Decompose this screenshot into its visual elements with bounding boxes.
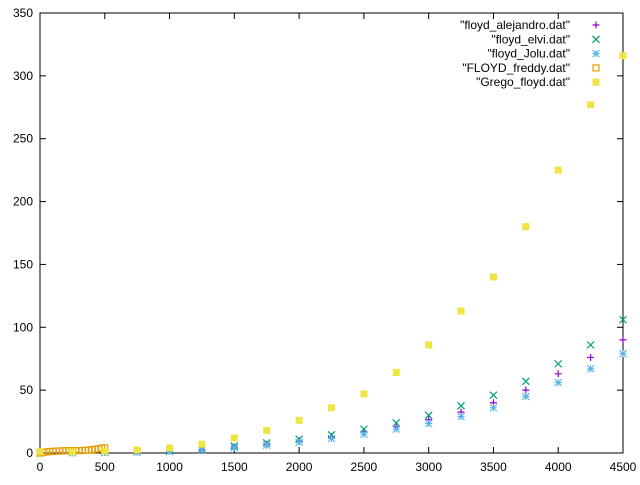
- y-tick-label: 0: [26, 446, 33, 460]
- x-tick-label: 2500: [351, 460, 378, 474]
- data-point: [457, 412, 465, 421]
- y-tick-label: 200: [13, 195, 33, 209]
- data-point: [327, 434, 336, 443]
- data-point: [522, 386, 530, 394]
- data-point: [489, 391, 498, 400]
- legend: "floyd_alejandro.dat""floyd_elvi.dat""fl…: [460, 18, 600, 89]
- y-tick-label: 100: [13, 320, 33, 334]
- data-point: [198, 446, 206, 454]
- data-point: [619, 336, 627, 344]
- data-point: [587, 353, 595, 361]
- legend-label: "floyd_alejandro.dat": [460, 18, 570, 32]
- data-point: [392, 418, 401, 427]
- series-4: [36, 52, 627, 456]
- data-point: [619, 315, 627, 324]
- data-point: [586, 364, 595, 373]
- data-point: [424, 419, 433, 428]
- data-point: [489, 403, 498, 412]
- legend-label: "floyd_elvi.dat": [491, 32, 570, 46]
- data-point: [457, 307, 465, 315]
- legend-marker: [592, 35, 600, 44]
- plot-frame: [39, 12, 624, 454]
- x-tick-label: 3000: [415, 460, 442, 474]
- data-point: [521, 377, 530, 386]
- data-point: [554, 359, 563, 368]
- data-point: [230, 443, 239, 452]
- data-point: [101, 447, 109, 455]
- data-point: [586, 340, 595, 349]
- data-points: [36, 52, 627, 457]
- legend-marker: [592, 78, 600, 86]
- legend-label: "floyd_Jolu.dat": [487, 47, 570, 61]
- data-point: [166, 444, 174, 452]
- y-tick-label: 300: [13, 69, 33, 83]
- data-point: [360, 430, 368, 439]
- data-point: [425, 341, 433, 349]
- x-tick-label: 1500: [221, 460, 248, 474]
- x-tick-label: 4500: [610, 460, 637, 474]
- data-point: [587, 101, 595, 109]
- legend-marker: [592, 21, 600, 29]
- data-point: [133, 446, 141, 454]
- data-point: [392, 369, 400, 377]
- data-point: [522, 223, 530, 231]
- data-point: [295, 438, 303, 447]
- data-point: [165, 447, 174, 456]
- data-point: [360, 390, 368, 398]
- y-tick-label: 350: [13, 6, 33, 20]
- data-point: [619, 52, 627, 60]
- data-point: [68, 448, 76, 456]
- series-2: [36, 349, 627, 457]
- data-point: [198, 440, 206, 448]
- legend-label: "Grego_floyd.dat": [476, 75, 570, 89]
- data-point: [554, 370, 562, 378]
- data-point: [263, 426, 271, 434]
- data-point: [295, 416, 303, 424]
- legend-marker: [592, 64, 600, 72]
- y-tick-label: 250: [13, 132, 33, 146]
- data-point: [328, 404, 335, 412]
- data-point: [327, 430, 336, 439]
- data-point: [230, 434, 238, 442]
- x-tick-label: 1000: [156, 460, 183, 474]
- legend-label: "FLOYD_freddy.dat": [462, 61, 570, 75]
- x-tick-label: 500: [95, 460, 115, 474]
- data-point: [554, 166, 562, 174]
- data-point: [262, 441, 271, 450]
- data-point: [36, 448, 44, 456]
- data-point: [554, 378, 563, 387]
- y-tick-label: 50: [20, 383, 34, 397]
- data-point: [424, 411, 433, 420]
- data-point: [457, 401, 465, 410]
- axes: 0 500 1000 1500 2000 2500 3000 3500 4000 4500 0 50 1…: [13, 6, 637, 474]
- x-tick-label: 4000: [545, 460, 572, 474]
- data-point: [619, 349, 627, 358]
- x-tick-label: 0: [37, 460, 44, 474]
- legend-marker: [592, 49, 600, 58]
- data-point: [392, 425, 401, 434]
- x-tick-label: 2000: [286, 460, 313, 474]
- y-tick-label: 150: [13, 257, 33, 271]
- data-point: [521, 392, 530, 401]
- x-tick-label: 3500: [480, 460, 507, 474]
- data-point: [489, 273, 497, 281]
